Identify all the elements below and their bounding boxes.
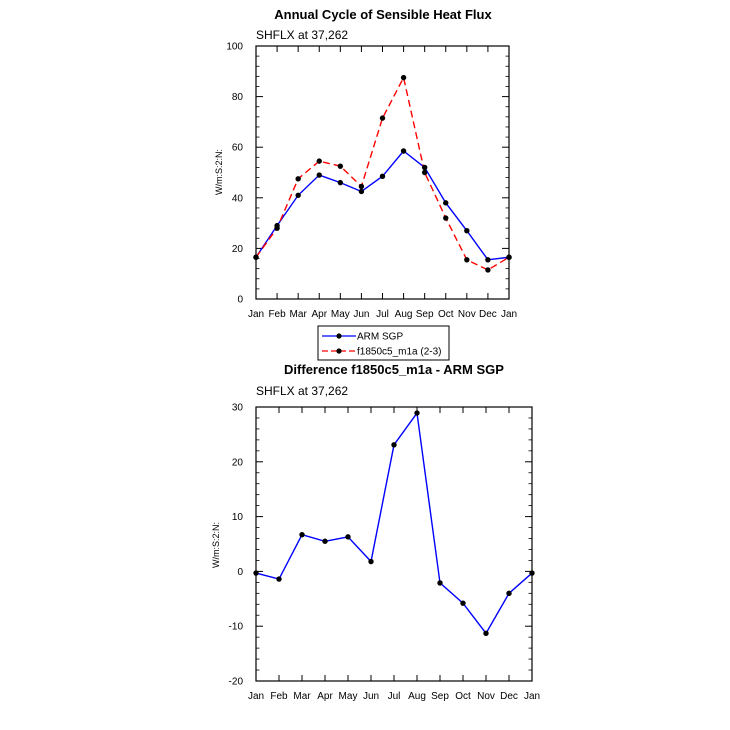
chart1-point-1-8 (421, 169, 428, 176)
chart2-x-tick-label: Aug (408, 691, 426, 702)
chart2-x-tick-label: Apr (317, 691, 333, 702)
chart1-point-0-9 (443, 200, 449, 206)
chart1-point-1-12 (506, 254, 512, 260)
chart1-point-1-0 (253, 254, 259, 260)
chart2-point-0-12 (529, 570, 535, 576)
legend-box (317, 325, 450, 361)
chart1-y-tick-label: 100 (226, 42, 243, 53)
chart2-x-tick-label: Jan (248, 691, 264, 702)
chart1-series-line-0 (255, 150, 510, 261)
chart1-point-1-4 (337, 163, 344, 169)
chart1-point-1-1 (274, 225, 280, 231)
chart1-point-1-10 (464, 257, 470, 263)
chart2-ylabel: W/m:S:2:N: (211, 522, 221, 568)
chart2-point-0-10 (483, 630, 489, 637)
chart1-x-tick-label: Jan (248, 309, 264, 320)
chart2-y-tick-label: 0 (237, 567, 243, 578)
chart2-x-tick-label: Sep (431, 691, 449, 702)
chart2-x-tick-label: May (339, 691, 358, 702)
chart2-point-0-7 (414, 410, 420, 416)
chart2-point-0-1 (276, 576, 282, 582)
chart1-point-1-3 (316, 158, 322, 164)
chart1-y-tick-label: 40 (232, 193, 244, 204)
chart1-point-1-2 (295, 176, 301, 182)
chart1-x-tick-label: Nov (458, 309, 476, 320)
chart2-y-tick-label: 20 (232, 457, 244, 468)
chart1-point-0-3 (316, 172, 322, 178)
chart2-point-0-4 (345, 534, 351, 540)
chart1-point-0-8 (421, 164, 428, 171)
chart2-subtitle: SHFLX at 37,262 (256, 384, 348, 398)
chart-annual-cycle: Annual Cycle of Sensible Heat Flux SHFLX… (214, 7, 517, 361)
chart1-point-1-11 (485, 267, 491, 273)
chart1-x-tick-label: Dec (479, 309, 497, 320)
chart1-axes: Jan Feb Mar Apr May Jun Jul Aug Sep Oct Nov Dec Jan 0… (226, 42, 517, 321)
chart1-point-0-7 (400, 148, 407, 154)
chart1-x-tick-label: Sep (416, 309, 434, 320)
chart1-y-tick-label: 80 (232, 92, 244, 103)
chart1-x-tick-label: Apr (311, 309, 327, 320)
chart2-point-0-0 (253, 570, 259, 576)
chart2-series (253, 410, 535, 637)
chart2-x-tick-label: Nov (477, 691, 495, 702)
legend-marker-arm-sgp (336, 333, 342, 339)
chart1-subtitle: SHFLX at 37,262 (256, 28, 348, 42)
chart1-x-tick-label: May (331, 309, 350, 320)
chart2-point-0-9 (460, 600, 466, 606)
chart2-point-0-2 (299, 531, 305, 538)
chart2-x-tick-label: Jul (388, 691, 401, 702)
chart1-y-tick-label: 60 (232, 143, 244, 154)
chart2-x-tick-label: Jan (524, 691, 540, 702)
legend-label-model: f1850c5_m1a (2-3) (357, 347, 442, 358)
chart2-y-tick-label: 10 (232, 512, 244, 523)
chart1-plot-frame (255, 45, 510, 300)
chart1-ylabel: W/m:S:2:N: (214, 149, 224, 195)
chart2-x-tick-label: Oct (455, 691, 471, 702)
chart1-series (253, 74, 512, 273)
chart2-point-0-3 (322, 538, 328, 544)
chart1-point-0-10 (464, 227, 470, 234)
chart1-x-tick-label: Jun (353, 309, 369, 320)
chart1-x-tick-label: Jan (501, 309, 517, 320)
legend-label-arm-sgp: ARM SGP (357, 332, 403, 343)
chart1-point-0-6 (379, 173, 386, 179)
chart1-y-tick-label: 20 (232, 244, 244, 255)
chart1-y-tick-label: 0 (237, 295, 243, 306)
chart2-axes: Jan Feb Mar Apr May Jun Jul Aug Sep Oct Nov Dec Jan-… (229, 403, 541, 703)
chart1-point-0-5 (358, 188, 365, 195)
chart1-title: Annual Cycle of Sensible Heat Flux (274, 7, 492, 22)
chart1-point-0-11 (485, 257, 491, 263)
chart1-x-tick-label: Aug (395, 309, 413, 320)
chart1-point-0-2 (295, 192, 301, 198)
chart2-x-tick-label: Mar (293, 691, 311, 702)
chart2-x-tick-label: Feb (270, 691, 288, 702)
chart1-point-1-6 (379, 115, 386, 121)
chart1-point-1-5 (358, 183, 365, 190)
chart1-x-tick-label: Oct (438, 309, 454, 320)
chart-difference: Difference f1850c5_m1a - ARM SGP SHFLX a… (211, 362, 540, 702)
chart1-point-0-4 (337, 179, 344, 186)
chart2-title: Difference f1850c5_m1a - ARM SGP (284, 362, 504, 377)
chart2-x-tick-label: Dec (500, 691, 518, 702)
chart2-point-0-8 (437, 580, 443, 586)
chart1-legend: ARM SGP f1850c5_m1a (2-3) (317, 325, 450, 361)
legend-marker-model (336, 348, 342, 354)
chart2-y-tick-label: -10 (229, 622, 244, 633)
chart1-x-tick-label: Mar (290, 309, 308, 320)
chart1-x-tick-label: Jul (376, 309, 389, 320)
chart1-point-1-7 (400, 74, 407, 81)
chart2-point-0-11 (506, 590, 512, 597)
chart2-point-0-6 (391, 442, 397, 448)
chart2-y-tick-label: -20 (229, 677, 244, 688)
chart2-y-tick-label: 30 (232, 403, 244, 414)
chart1-x-tick-label: Feb (268, 309, 286, 320)
chart1-point-1-9 (443, 215, 449, 221)
chart2-x-tick-label: Jun (363, 691, 379, 702)
chart2-point-0-5 (368, 558, 374, 565)
